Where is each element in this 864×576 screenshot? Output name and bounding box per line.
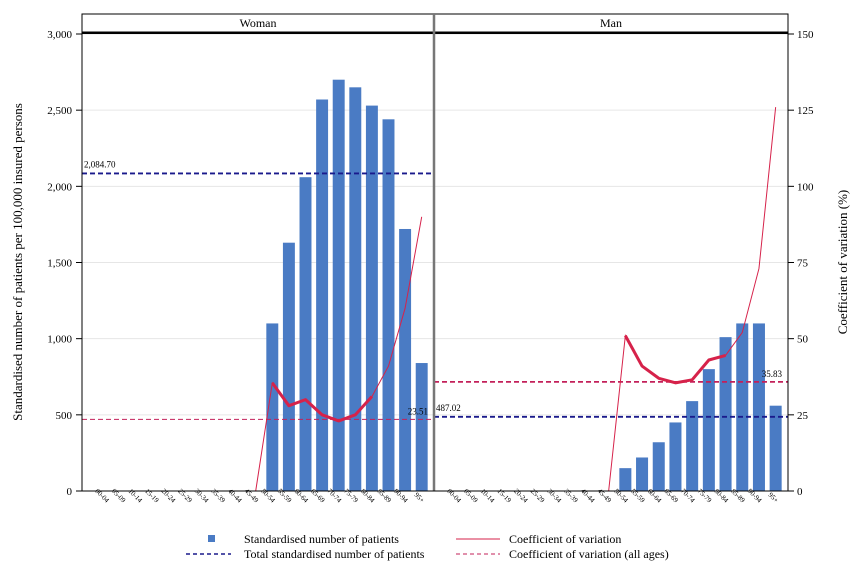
total-label: 2,084.70 bbox=[84, 159, 116, 169]
y-tick-label-left: 3,000 bbox=[47, 29, 72, 41]
bar bbox=[365, 105, 378, 491]
bar bbox=[652, 442, 665, 491]
legend-cv-all-label: Coefficient of variation (all ages) bbox=[509, 547, 669, 561]
x-tick-label: 30-34 bbox=[193, 487, 211, 505]
bar bbox=[719, 337, 732, 491]
x-tick-label: 00-04 bbox=[93, 487, 111, 505]
bar bbox=[282, 242, 295, 491]
y-tick-label-left: 2,000 bbox=[47, 181, 72, 193]
x-tick-label: 15-19 bbox=[143, 487, 161, 505]
y-tick-label-right: 150 bbox=[797, 29, 814, 41]
y-tick-label-right: 125 bbox=[797, 105, 814, 117]
y-tick-label-right: 100 bbox=[797, 181, 814, 193]
y-tick-label-right: 0 bbox=[797, 486, 803, 498]
y-tick-label-left: 1,500 bbox=[47, 258, 72, 270]
bar bbox=[752, 323, 765, 491]
y-axis-left-title: Standardised number of patients per 100,… bbox=[10, 103, 25, 421]
bar bbox=[636, 457, 649, 491]
y-tick-label-left: 0 bbox=[67, 486, 73, 498]
panel-woman: 2,084.70 23.51 00-04 05-09 10-14 15-19 20-24 25… bbox=[81, 13, 435, 505]
bar bbox=[769, 405, 782, 491]
bar bbox=[619, 468, 632, 491]
panel-title: Man bbox=[600, 16, 622, 30]
x-tick-label: 15-19 bbox=[495, 487, 513, 505]
x-tick-label: 00-04 bbox=[445, 487, 463, 505]
y-tick-label-right: 25 bbox=[797, 410, 809, 422]
y-tick-label-left: 500 bbox=[56, 410, 73, 422]
legend-total-label: Total standardised number of patients bbox=[244, 547, 425, 561]
total-label: 487.02 bbox=[436, 403, 461, 413]
x-tick-label: 30-34 bbox=[546, 487, 564, 505]
bar bbox=[316, 99, 329, 492]
x-tick-label: 25-29 bbox=[176, 487, 194, 505]
x-tick-label: 20-24 bbox=[512, 487, 530, 505]
cv-line-emphasis bbox=[624, 334, 726, 385]
y-tick-label-left: 1,000 bbox=[47, 334, 72, 346]
y-tick-label-right: 75 bbox=[797, 258, 809, 270]
x-tick-label: 40-44 bbox=[579, 487, 597, 505]
bar bbox=[736, 323, 749, 491]
x-tick-label: 05-09 bbox=[110, 487, 128, 505]
x-tick-label: 40-44 bbox=[226, 487, 244, 505]
cv-all-label: 35.83 bbox=[762, 369, 783, 379]
bar bbox=[669, 422, 682, 491]
bar bbox=[299, 177, 312, 491]
legend-bar-swatch bbox=[208, 535, 215, 542]
bar bbox=[686, 401, 699, 491]
x-tick-label: 95+ bbox=[766, 491, 779, 504]
bar bbox=[702, 369, 715, 491]
x-tick-label: 45-49 bbox=[243, 487, 261, 505]
bar bbox=[382, 119, 395, 491]
y-axis-right-title: Coefficient of variation (%) bbox=[835, 190, 850, 335]
x-tick-label: 35-39 bbox=[562, 487, 580, 505]
x-tick-label: 10-14 bbox=[127, 487, 145, 505]
y-tick-label-right: 50 bbox=[797, 334, 809, 346]
y-tick-label-left: 2,500 bbox=[47, 105, 72, 117]
axes-layer: 0 500 1,000 1,500 2,000 2,500 3,000 0 25 50 75 100 1… bbox=[47, 14, 814, 498]
x-tick-label: 95+ bbox=[413, 491, 426, 504]
x-tick-label: 20-24 bbox=[160, 487, 178, 505]
x-tick-label: 10-14 bbox=[479, 487, 497, 505]
x-tick-label: 25-29 bbox=[529, 487, 547, 505]
bar bbox=[266, 323, 279, 491]
bar bbox=[415, 363, 428, 491]
bar bbox=[399, 228, 412, 491]
bar bbox=[332, 79, 345, 491]
x-tick-label: 35-39 bbox=[210, 487, 228, 505]
x-tick-label: 05-09 bbox=[462, 487, 480, 505]
panel-title: Woman bbox=[239, 16, 276, 30]
bar bbox=[349, 87, 362, 492]
legend-cv-label: Coefficient of variation bbox=[509, 532, 621, 546]
panel-man: 487.02 35.83 00-04 05-09 10-14 15-19 20-24 25-2… bbox=[433, 13, 789, 505]
cv-line-emphasis bbox=[271, 381, 374, 423]
x-tick-label: 45-49 bbox=[596, 487, 614, 505]
cv-all-label: 23.51 bbox=[408, 406, 428, 416]
legend-bar-label: Standardised number of patients bbox=[244, 532, 399, 546]
legend: Standardised number of patients Coeffici… bbox=[186, 532, 669, 561]
